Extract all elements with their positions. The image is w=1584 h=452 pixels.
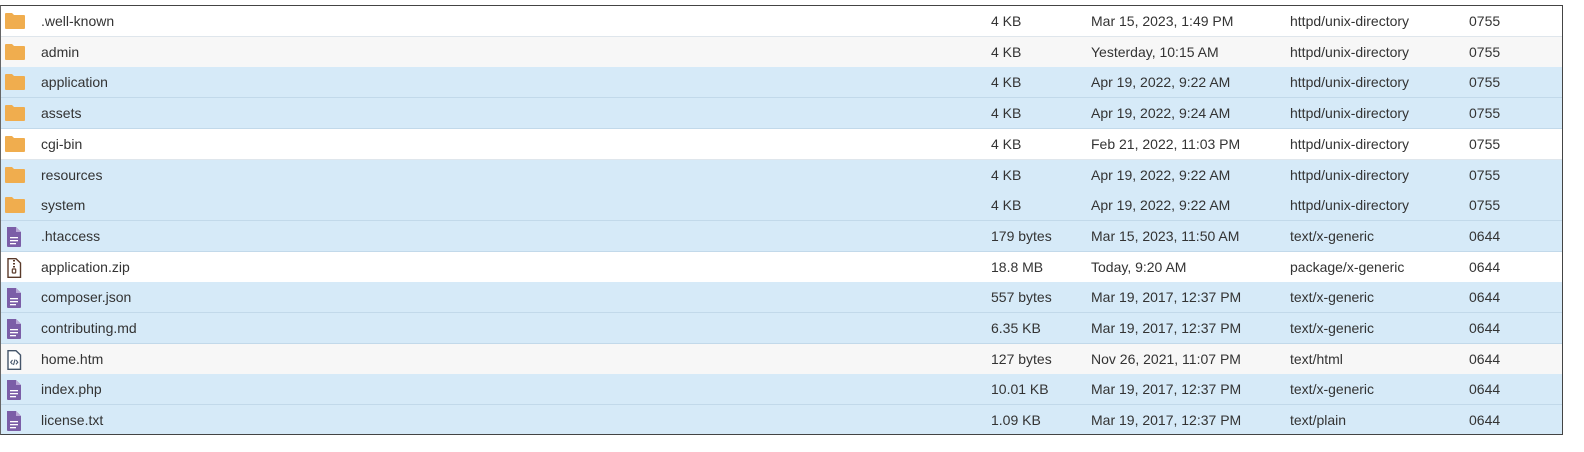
file-type: httpd/unix-directory: [1290, 74, 1410, 91]
file-name[interactable]: system: [41, 197, 86, 214]
file-row[interactable]: admin 4 KB Yesterday, 10:15 AM httpd/uni…: [1, 36, 1562, 68]
file-permissions: 0755: [1469, 105, 1501, 122]
file-size: 127 bytes: [991, 350, 1052, 367]
file-modified-date: Nov 26, 2021, 11:07 PM: [1091, 350, 1241, 367]
file-modified-date: Apr 19, 2022, 9:22 AM: [1091, 166, 1231, 183]
file-row[interactable]: license.txt 1.09 KB Mar 19, 2017, 12:37 …: [1, 405, 1562, 434]
file-permissions: 0644: [1469, 258, 1501, 275]
file-row[interactable]: cgi-bin 4 KB Feb 21, 2022, 11:03 PM http…: [1, 128, 1562, 160]
file-size: 557 bytes: [991, 289, 1052, 306]
file-type: httpd/unix-directory: [1290, 197, 1410, 214]
text-file-icon: [5, 411, 25, 432]
file-permissions: 0644: [1469, 412, 1501, 429]
file-modified-date: Feb 21, 2022, 11:03 PM: [1091, 135, 1241, 152]
file-modified-date: Mar 19, 2017, 12:37 PM: [1091, 320, 1242, 336]
file-modified-date: Apr 19, 2022, 9:22 AM: [1091, 197, 1231, 214]
file-modified-date: Apr 19, 2022, 9:24 AM: [1091, 105, 1231, 122]
text-file-icon: [5, 288, 25, 309]
file-size: 1.09 KB: [991, 412, 1041, 429]
file-size: 10.01 KB: [991, 381, 1049, 398]
file-permissions: 0644: [1469, 289, 1501, 306]
file-name[interactable]: .htaccess: [41, 227, 101, 244]
folder-icon: [5, 166, 25, 185]
file-type: text/plain: [1290, 412, 1347, 429]
file-row[interactable]: home.htm 127 bytes Nov 26, 2021, 11:07 P…: [1, 343, 1562, 375]
folder-icon: [5, 73, 25, 92]
file-permissions: 0644: [1469, 227, 1501, 244]
file-modified-date: Mar 15, 2023, 11:50 AM: [1091, 227, 1240, 244]
file-row[interactable]: assets 4 KB Apr 19, 2022, 9:24 AM httpd/…: [1, 98, 1562, 130]
file-modified-date: Mar 19, 2017, 12:37 PM: [1091, 289, 1242, 306]
file-modified-date: Yesterday, 10:15 AM: [1091, 43, 1219, 60]
file-name[interactable]: contributing.md: [41, 320, 137, 336]
file-name[interactable]: application.zip: [41, 258, 130, 275]
file-permissions: 0755: [1469, 74, 1501, 91]
file-size: 4 KB: [991, 166, 1022, 183]
file-name[interactable]: application: [41, 74, 108, 91]
file-type: httpd/unix-directory: [1290, 105, 1410, 122]
file-permissions: 0755: [1469, 135, 1501, 152]
text-file-icon: [5, 226, 25, 247]
file-size: 4 KB: [991, 13, 1022, 29]
file-type: httpd/unix-directory: [1290, 43, 1410, 60]
file-permissions: 0755: [1469, 166, 1501, 183]
html-file-icon: [5, 349, 25, 370]
file-size: 4 KB: [991, 135, 1022, 152]
file-row[interactable]: system 4 KB Apr 19, 2022, 9:22 AM httpd/…: [1, 190, 1562, 222]
file-row[interactable]: contributing.md 6.35 KB Mar 19, 2017, 12…: [1, 313, 1562, 344]
file-row[interactable]: application.zip 18.8 MB Today, 9:20 AM p…: [1, 251, 1562, 283]
text-file-icon: [5, 319, 25, 339]
file-row[interactable]: index.php 10.01 KB Mar 19, 2017, 12:37 P…: [1, 374, 1562, 406]
file-type: text/x-generic: [1290, 320, 1375, 336]
folder-icon: [5, 104, 25, 123]
file-name[interactable]: composer.json: [41, 289, 132, 306]
file-size: 4 KB: [991, 74, 1022, 91]
folder-icon: [5, 43, 25, 62]
folder-icon: [5, 135, 25, 154]
file-name[interactable]: assets: [41, 105, 82, 122]
file-modified-date: Today, 9:20 AM: [1091, 258, 1187, 275]
file-list-table: .well-known 4 KB Mar 15, 2023, 1:49 PM h…: [0, 5, 1563, 435]
file-type: httpd/unix-directory: [1290, 13, 1410, 29]
file-permissions: 0755: [1469, 43, 1501, 60]
file-size: 4 KB: [991, 105, 1022, 122]
file-modified-date: Apr 19, 2022, 9:22 AM: [1091, 74, 1231, 91]
file-type: text/x-generic: [1290, 381, 1375, 398]
file-modified-date: Mar 15, 2023, 1:49 PM: [1091, 13, 1234, 29]
file-size: 4 KB: [991, 43, 1022, 60]
file-row[interactable]: composer.json 557 bytes Mar 19, 2017, 12…: [1, 282, 1562, 314]
file-permissions: 0644: [1469, 381, 1501, 398]
file-name[interactable]: license.txt: [41, 412, 104, 429]
file-type: text/x-generic: [1290, 227, 1375, 244]
file-size: 6.35 KB: [991, 320, 1041, 336]
file-type: httpd/unix-directory: [1290, 166, 1410, 183]
file-permissions: 0755: [1469, 197, 1501, 214]
file-modified-date: Mar 19, 2017, 12:37 PM: [1091, 381, 1242, 398]
folder-icon: [5, 196, 25, 215]
file-row[interactable]: .well-known 4 KB Mar 15, 2023, 1:49 PM h…: [1, 6, 1562, 37]
file-size: 179 bytes: [991, 227, 1052, 244]
file-name[interactable]: .well-known: [41, 13, 115, 29]
folder-icon: [5, 12, 25, 31]
file-type: text/x-generic: [1290, 289, 1375, 306]
file-type: httpd/unix-directory: [1290, 135, 1410, 152]
file-name[interactable]: cgi-bin: [41, 135, 83, 152]
file-type: text/html: [1290, 350, 1343, 367]
file-modified-date: Mar 19, 2017, 12:37 PM: [1091, 412, 1242, 429]
file-row[interactable]: .htaccess 179 bytes Mar 15, 2023, 11:50 …: [1, 220, 1562, 252]
file-row[interactable]: resources 4 KB Apr 19, 2022, 9:22 AM htt…: [1, 159, 1562, 191]
file-name[interactable]: home.htm: [41, 350, 104, 367]
file-name[interactable]: resources: [41, 166, 103, 183]
file-size: 4 KB: [991, 197, 1022, 214]
file-row[interactable]: application 4 KB Apr 19, 2022, 9:22 AM h…: [1, 67, 1562, 99]
file-size: 18.8 MB: [991, 258, 1044, 275]
file-type: package/x-generic: [1290, 258, 1405, 275]
zip-file-icon: [5, 257, 25, 278]
text-file-icon: [5, 380, 25, 401]
file-name[interactable]: admin: [41, 43, 80, 60]
file-name[interactable]: index.php: [41, 381, 102, 398]
file-permissions: 0755: [1469, 13, 1501, 29]
file-permissions: 0644: [1469, 350, 1501, 367]
file-permissions: 0644: [1469, 320, 1501, 336]
